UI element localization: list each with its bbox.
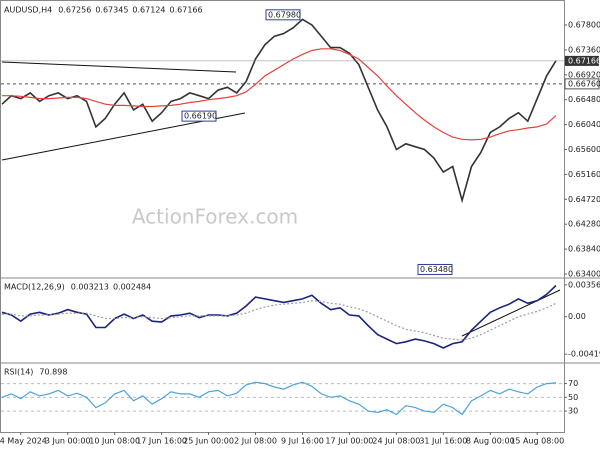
- panel-title: RSI(14): [4, 368, 33, 377]
- y-tick-label: 0.66920: [568, 70, 600, 79]
- y-tick-label: 70: [568, 379, 578, 388]
- y-tick-label: 0.63400: [568, 270, 600, 279]
- x-tick-label: 10 Jun 08:00: [89, 437, 140, 446]
- series-line: [1, 18, 557, 204]
- annotation-box: [265, 9, 301, 21]
- panel-title: MACD(12,26,9): [4, 283, 65, 292]
- y-tick-label: 50: [568, 393, 578, 402]
- x-tick-label: 3 Jun 00:00: [45, 437, 91, 446]
- annotation-label: 0.63480: [420, 265, 453, 274]
- y-tick-label: 30: [568, 407, 578, 416]
- x-tick-label: 24 Jul 08:00: [372, 437, 420, 446]
- panel-reading: 0.003213: [71, 283, 109, 292]
- panel-title: AUDUSD,H4: [4, 6, 52, 15]
- trend-line: [461, 289, 561, 337]
- x-tick-label: 9 Jul 16:00: [281, 437, 324, 446]
- y-tick-label: 0.65600: [568, 145, 600, 154]
- current-price-box: [565, 55, 599, 66]
- y-tick-label: 0.64720: [568, 195, 600, 204]
- annotation-label: 0.66190: [184, 112, 217, 121]
- frame: [0, 0, 565, 433]
- annotation-box: [417, 263, 453, 275]
- x-tick-label: 15 Aug 08:00: [510, 437, 564, 446]
- y-tick-label: 0.67800: [568, 21, 600, 30]
- y-tick-label: 0.003566: [568, 280, 600, 289]
- current-price-label: 0.67166: [568, 56, 600, 65]
- trend-line: [1, 61, 237, 73]
- y-tick-label: 0.00: [568, 312, 586, 321]
- y-tick-label: 0.66040: [568, 120, 600, 129]
- x-tick-label: 25 Jun 00:00: [183, 437, 234, 446]
- x-tick-label: 8 Aug 00:00: [466, 437, 515, 446]
- series-line: [1, 381, 557, 416]
- panel-reading: 0.002484: [113, 283, 151, 292]
- series-line: [2, 48, 557, 141]
- series-line: [1, 284, 557, 349]
- panel-reading: 0.67345: [95, 6, 128, 15]
- y-tick-label: 0.66480: [568, 95, 600, 104]
- x-tick-label: 17 Jul 00:00: [325, 437, 373, 446]
- series-line: [2, 300, 557, 341]
- y-tick-label: -0.00419: [568, 350, 600, 359]
- panel-reading: 0.67124: [132, 6, 165, 15]
- panel-reading: 70.898: [39, 368, 67, 377]
- y-tick-label: 0.65160: [568, 170, 600, 179]
- x-tick-label: 31 Jul 16:00: [419, 437, 467, 446]
- annotation-box: [181, 110, 217, 122]
- y-tick-label: 0.63840: [568, 245, 600, 254]
- level-box: [564, 78, 600, 90]
- level-label: 0.66760: [568, 79, 600, 88]
- annotation-label: 0.67980: [268, 10, 301, 19]
- watermark: ActionForex.com: [132, 205, 298, 229]
- panel-reading: 0.67256: [58, 6, 91, 15]
- y-tick-label: 0.64280: [568, 220, 600, 229]
- x-tick-label: 17 Jun 16:00: [136, 437, 187, 446]
- x-tick-label: 24 May 2024: [0, 437, 47, 446]
- panel-reading: 0.67166: [170, 6, 203, 15]
- y-tick-label: 0.67360: [568, 45, 600, 54]
- x-tick-label: 2 Jul 08:00: [234, 437, 277, 446]
